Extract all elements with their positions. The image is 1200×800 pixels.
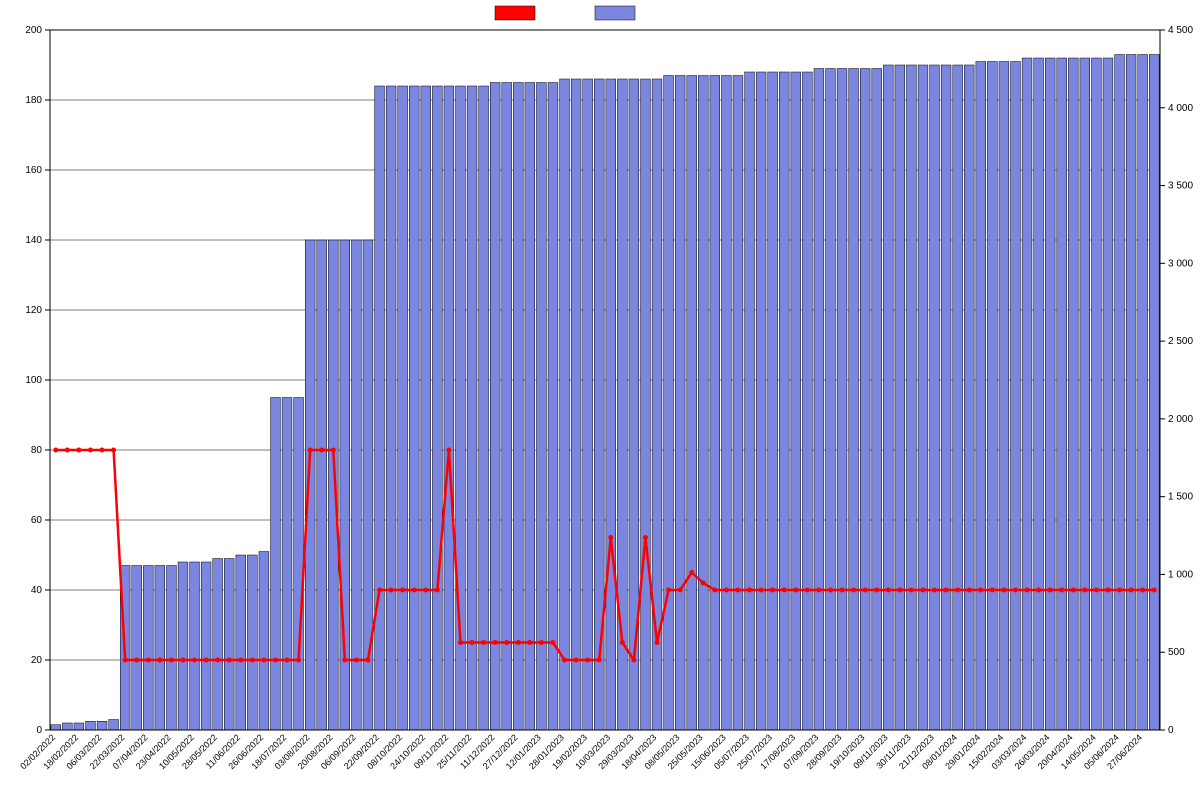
svg-text:3 500: 3 500 bbox=[1168, 181, 1193, 192]
svg-text:160: 160 bbox=[25, 165, 42, 176]
svg-text:0: 0 bbox=[36, 725, 42, 736]
svg-text:200: 200 bbox=[25, 25, 42, 36]
svg-text:0: 0 bbox=[1168, 725, 1174, 736]
svg-text:3 000: 3 000 bbox=[1168, 258, 1193, 269]
svg-text:140: 140 bbox=[25, 235, 42, 246]
svg-text:500: 500 bbox=[1168, 647, 1185, 658]
svg-text:180: 180 bbox=[25, 95, 42, 106]
svg-text:100: 100 bbox=[25, 375, 42, 386]
svg-text:120: 120 bbox=[25, 305, 42, 316]
svg-text:80: 80 bbox=[31, 445, 43, 456]
svg-text:40: 40 bbox=[31, 585, 43, 596]
svg-text:60: 60 bbox=[31, 515, 43, 526]
svg-text:1 000: 1 000 bbox=[1168, 569, 1193, 580]
svg-text:4 500: 4 500 bbox=[1168, 25, 1193, 36]
svg-text:2 500: 2 500 bbox=[1168, 336, 1193, 347]
dual-axis-chart: 0 20 40 60 80 100 120 140 160 180 200 0 500 1 000 1 50… bbox=[0, 0, 1200, 800]
svg-text:20: 20 bbox=[31, 655, 43, 666]
svg-text:1 500: 1 500 bbox=[1168, 492, 1193, 503]
svg-text:2 000: 2 000 bbox=[1168, 414, 1193, 425]
svg-text:4 000: 4 000 bbox=[1168, 103, 1193, 114]
